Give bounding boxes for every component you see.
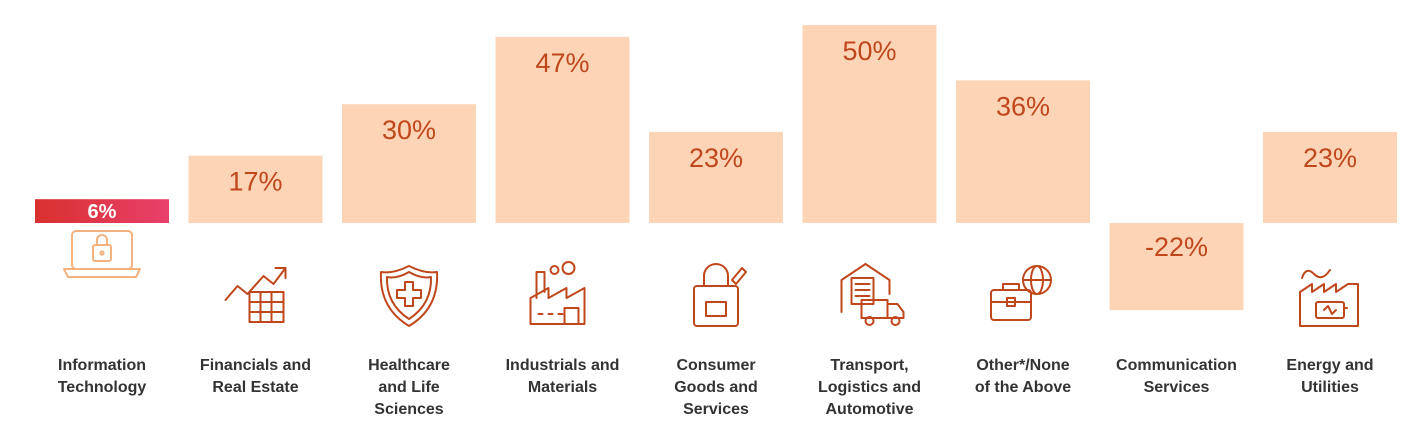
growth-chart-icon <box>224 267 287 323</box>
category-label-4: Consumer Goods and Services <box>674 357 758 418</box>
category-label-3: Industrials and Materials <box>506 357 620 396</box>
medical-shield-icon <box>379 265 439 327</box>
warehouse-truck-icon <box>840 263 905 326</box>
energy-plant-icon <box>1299 269 1359 327</box>
value-label-3: 47% <box>535 48 589 78</box>
bar-7 <box>1109 223 1244 311</box>
category-label-2: Healthcare and Life Sciences <box>368 357 450 418</box>
briefcase-globe-icon <box>990 265 1052 321</box>
value-label-4: 23% <box>689 143 743 173</box>
category-label-8: Energy and Utilities <box>1286 357 1373 396</box>
bar-5 <box>802 25 937 223</box>
value-label-5: 50% <box>842 36 896 66</box>
value-label-2: 30% <box>382 115 436 145</box>
category-label-1: Financials and Real Estate <box>200 357 311 396</box>
category-label-7: Communication Services <box>1116 357 1237 396</box>
category-label-6: Other*/None of the Above <box>975 357 1071 396</box>
value-label-7: -22% <box>1145 232 1208 262</box>
bar-6 <box>956 80 1090 224</box>
bar-3 <box>495 36 630 224</box>
factory-icon <box>529 261 586 325</box>
bar-4 <box>649 131 783 223</box>
bar-8 <box>1263 131 1397 223</box>
value-label-6: 36% <box>996 91 1050 121</box>
laptop-lock-icon <box>63 230 141 278</box>
bar-1 <box>188 155 323 223</box>
bar-0 <box>35 199 169 223</box>
category-label-5: Transport, Logistics and Automotive <box>818 357 921 418</box>
value-label-1: 17% <box>228 167 282 197</box>
value-label-0: 6% <box>88 201 117 223</box>
category-label-0: Information Technology <box>58 357 147 396</box>
shopping-bag-icon <box>693 263 747 327</box>
bar-2 <box>342 104 476 223</box>
value-label-8: 23% <box>1303 143 1357 173</box>
